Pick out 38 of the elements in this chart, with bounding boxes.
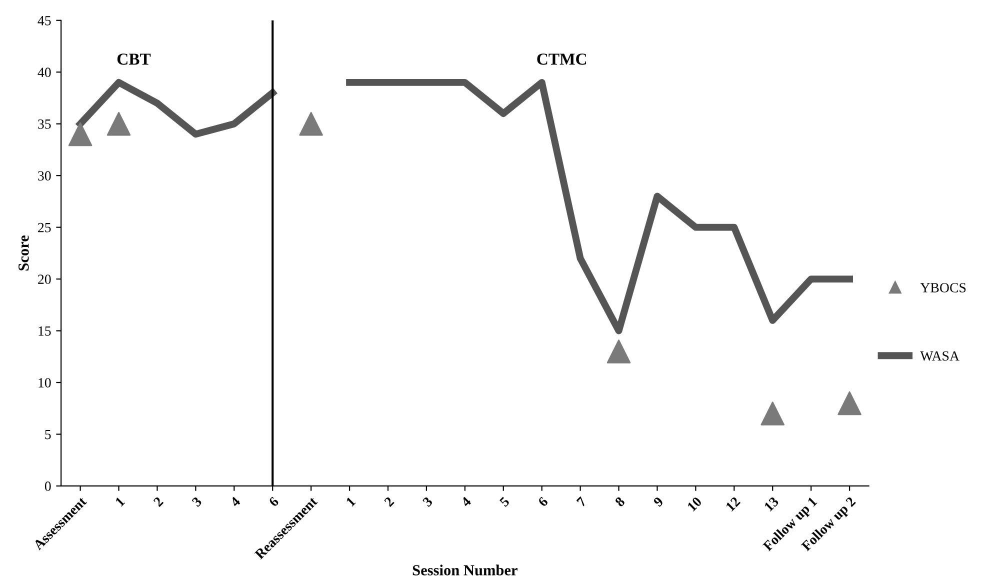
x-tick-label: 10 bbox=[686, 496, 702, 512]
x-tick-label: 5 bbox=[499, 496, 510, 508]
x-tick-label: 2 bbox=[153, 496, 164, 508]
x-tick-label: 3 bbox=[191, 496, 202, 508]
y-tick-label: 30 bbox=[38, 171, 51, 181]
y-tick-label: 5 bbox=[45, 430, 51, 440]
y-tick-label: 35 bbox=[38, 119, 51, 129]
point bbox=[299, 112, 323, 136]
annotation: CTMC bbox=[537, 54, 586, 65]
x-axis-title: Session Number bbox=[412, 564, 518, 576]
point bbox=[106, 112, 131, 136]
y-tick-label: 15 bbox=[38, 326, 51, 336]
y-tick-label: 40 bbox=[38, 68, 51, 78]
y-tick-label: 0 bbox=[44, 482, 51, 491]
x-tick-label: 2 bbox=[384, 496, 394, 508]
y-tick-label: 20 bbox=[38, 274, 51, 284]
point bbox=[760, 402, 785, 426]
y-tick-label: 10 bbox=[38, 378, 51, 388]
x-tick-label: 1 bbox=[346, 496, 356, 507]
x-tick-label: 13 bbox=[764, 496, 780, 512]
x-tick-label: 4 bbox=[230, 496, 241, 508]
x-tick-label: 12 bbox=[725, 496, 741, 512]
annotation: CBT bbox=[117, 54, 151, 65]
x-tick-label: 8 bbox=[614, 496, 626, 508]
y-axis-title: Score bbox=[18, 235, 29, 270]
x-tick-label: 1 bbox=[114, 496, 126, 507]
point bbox=[68, 122, 92, 146]
x-tick-label: 7 bbox=[576, 496, 587, 507]
x-tick-label: 4 bbox=[460, 496, 472, 508]
point bbox=[838, 391, 862, 416]
legend-label: YBOCS bbox=[920, 283, 966, 292]
y-tick-label: 25 bbox=[38, 222, 51, 232]
point bbox=[606, 340, 631, 364]
y-tick-label: 45 bbox=[38, 16, 51, 26]
x-tick-label: 9 bbox=[652, 496, 664, 508]
x-tick-label: 6 bbox=[538, 496, 548, 508]
legend-label: WASA bbox=[920, 351, 960, 361]
x-tick-label: 3 bbox=[422, 496, 434, 508]
